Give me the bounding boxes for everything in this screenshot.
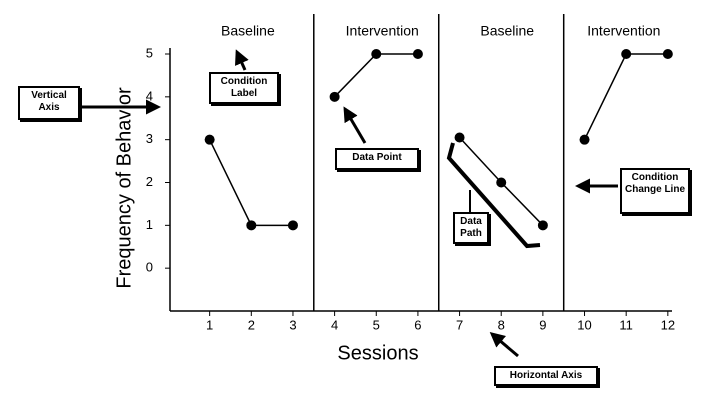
x-tick-label: 4: [331, 317, 338, 332]
x-tick-label: 11: [619, 317, 633, 332]
data-point: [204, 134, 215, 145]
data-path: [583, 53, 668, 140]
annotation-box: Data Point: [335, 148, 419, 170]
data-point: [454, 132, 465, 143]
x-tick-label: 2: [248, 317, 255, 332]
condition-label: Baseline: [221, 23, 275, 39]
arrow: [343, 106, 367, 144]
x-tick-label: 7: [456, 317, 463, 332]
data-point: [662, 49, 673, 59]
condition-label: Baseline: [480, 23, 534, 39]
y-tick-label: 2: [146, 174, 153, 189]
y-tick-label: 0: [146, 260, 153, 275]
annotation-arrows: [82, 49, 618, 358]
x-tick-label: 1: [206, 317, 213, 332]
y-tick-label: 4: [146, 88, 153, 103]
y-axis-label: Frequency of Behavior: [113, 87, 135, 289]
arrow: [489, 332, 519, 358]
data-point: [412, 49, 423, 59]
data-point: [621, 49, 632, 59]
data-point: [287, 220, 298, 231]
y-tick-label: 1: [146, 217, 153, 232]
x-tick-label: 9: [539, 317, 546, 332]
annotation-box: Horizontal Axis: [494, 366, 598, 386]
data-point: [246, 220, 257, 231]
x-tick-label: 6: [414, 317, 421, 332]
condition-label: Intervention: [587, 23, 660, 39]
data-point: [329, 91, 340, 102]
y-tick-label: 3: [146, 131, 153, 146]
data-path: [208, 139, 293, 227]
data-point: [537, 220, 548, 231]
data-point: [579, 134, 590, 145]
data-path: [334, 53, 418, 98]
annotation-box: Condition Label: [209, 72, 279, 104]
y-tick-label: 5: [146, 45, 153, 60]
arrow: [235, 49, 249, 71]
annotation-box: Data Path: [453, 212, 489, 244]
x-tick-label: 8: [498, 317, 505, 332]
annotation-box: Vertical Axis: [18, 86, 80, 120]
x-axis-label: Sessions: [337, 342, 418, 364]
data-path-bracket: [446, 142, 541, 249]
x-tick-label: 5: [373, 317, 380, 332]
annotation-box: Condition Change Line: [620, 168, 690, 214]
condition-label: Intervention: [346, 23, 419, 39]
data-point: [496, 177, 507, 188]
data-point: [371, 49, 382, 59]
x-tick-label: 3: [289, 317, 296, 332]
x-tick-label: 10: [577, 317, 591, 332]
x-tick-label: 12: [661, 317, 675, 332]
